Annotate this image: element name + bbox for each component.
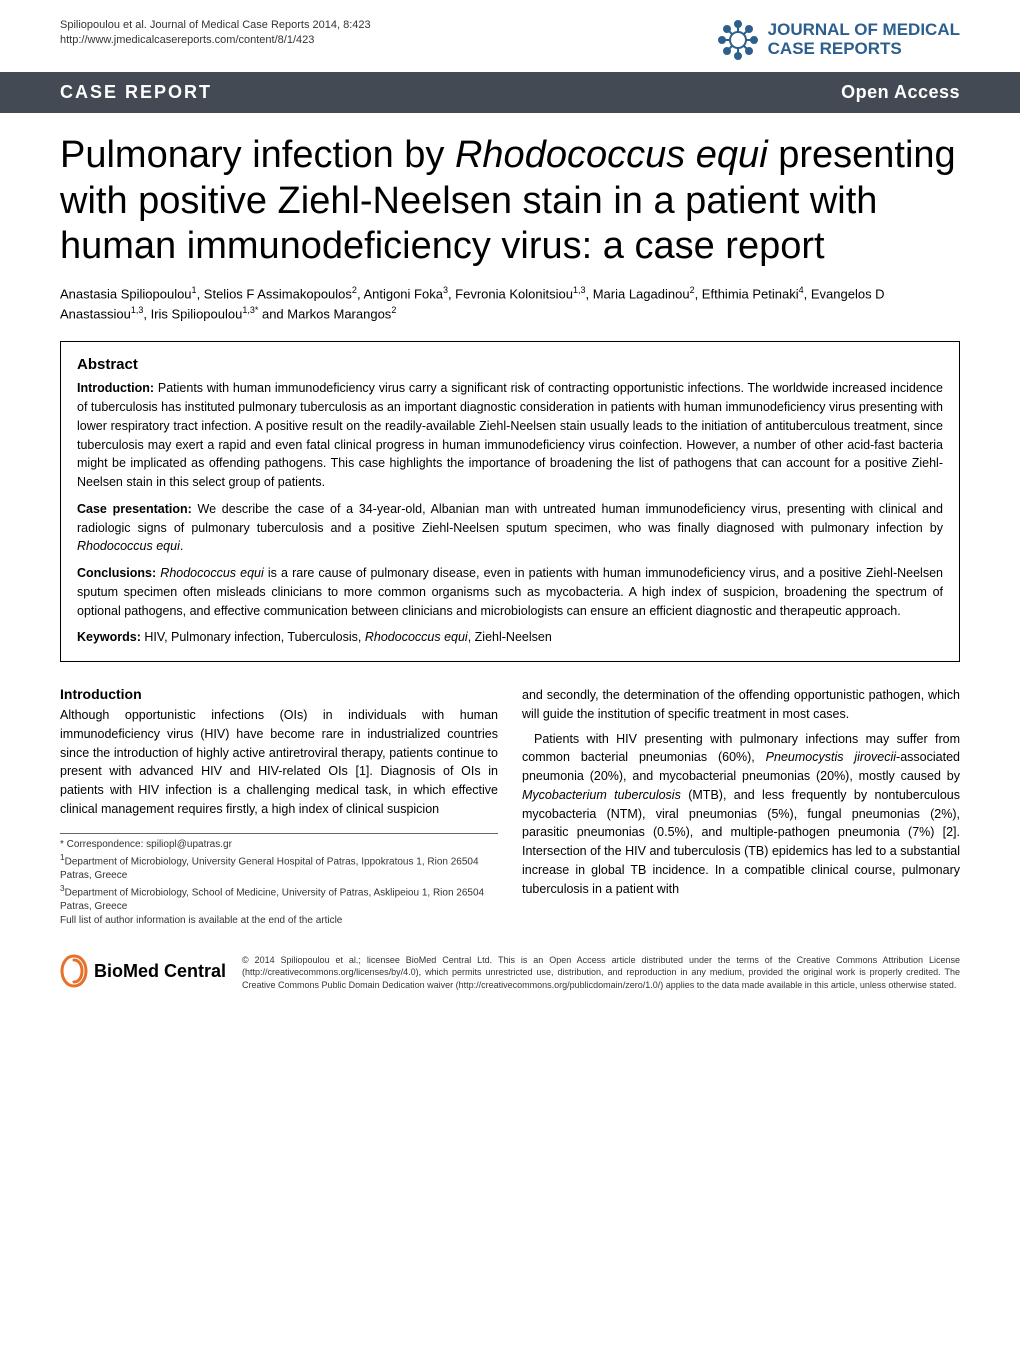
journal-name-line1: JOURNAL OF MEDICAL xyxy=(768,21,960,40)
abstract-case: Case presentation: We describe the case … xyxy=(77,500,943,556)
journal-logo: JOURNAL OF MEDICAL CASE REPORTS xyxy=(716,18,960,62)
correspondence-footnote: * Correspondence: spiliopl@upatras.gr xyxy=(60,838,498,852)
intro-paragraph-1: Although opportunistic infections (OIs) … xyxy=(60,706,498,819)
banner-right: Open Access xyxy=(841,82,960,103)
journal-name-line2: CASE REPORTS xyxy=(768,40,960,59)
footnotes-block: * Correspondence: spiliopl@upatras.gr 1D… xyxy=(60,833,498,929)
biomed-text: BioMed Central xyxy=(94,961,226,982)
affiliation-1: 1Department of Microbiology, University … xyxy=(60,852,498,883)
abstract-keywords-text: HIV, Pulmonary infection, Tuberculosis, … xyxy=(141,630,552,644)
abstract-case-label: Case presentation: xyxy=(77,502,192,516)
license-text: © 2014 Spiliopoulou et al.; licensee Bio… xyxy=(242,954,960,990)
abstract-introduction: Introduction: Patients with human immuno… xyxy=(77,379,943,492)
left-column: Introduction Although opportunistic infe… xyxy=(60,686,498,928)
abstract-conclusions-text: Rhodococcus equi is a rare cause of pulm… xyxy=(77,566,943,618)
page-footer: BioMed Central © 2014 Spiliopoulou et al… xyxy=(0,942,1020,1018)
article-title: Pulmonary infection by Rhodococcus equi … xyxy=(0,113,1020,284)
banner-left: CASE REPORT xyxy=(60,82,212,103)
header-citation-block: Spiliopoulou et al. Journal of Medical C… xyxy=(60,18,371,49)
body-columns: Introduction Although opportunistic infe… xyxy=(0,686,1020,942)
article-type-banner: CASE REPORT Open Access xyxy=(0,72,1020,113)
intro-paragraph-2: and secondly, the determination of the o… xyxy=(522,686,960,724)
abstract-case-text: We describe the case of a 34-year-old, A… xyxy=(77,502,943,554)
journal-name: JOURNAL OF MEDICAL CASE REPORTS xyxy=(768,21,960,58)
biomed-icon xyxy=(60,954,88,988)
citation-url: http://www.jmedicalcasereports.com/conte… xyxy=(60,33,371,48)
abstract-keywords: Keywords: HIV, Pulmonary infection, Tube… xyxy=(77,628,943,647)
abstract-conclusions-label: Conclusions: xyxy=(77,566,156,580)
author-list: Anastasia Spiliopoulou1, Stelios F Assim… xyxy=(0,284,1020,342)
introduction-heading: Introduction xyxy=(60,686,498,702)
affiliation-3: 3Department of Microbiology, School of M… xyxy=(60,883,498,914)
right-column: and secondly, the determination of the o… xyxy=(522,686,960,928)
abstract-intro-text: Patients with human immunodeficiency vir… xyxy=(77,381,943,489)
abstract-box: Abstract Introduction: Patients with hum… xyxy=(60,341,960,662)
affiliation-1-text: Department of Microbiology, University G… xyxy=(60,856,479,881)
intro-paragraph-3: Patients with HIV presenting with pulmon… xyxy=(522,730,960,899)
page-header: Spiliopoulou et al. Journal of Medical C… xyxy=(0,0,1020,72)
abstract-keywords-label: Keywords: xyxy=(77,630,141,644)
full-author-list-note: Full list of author information is avail… xyxy=(60,914,498,928)
affiliation-3-text: Department of Microbiology, School of Me… xyxy=(60,887,484,912)
journal-emblem-icon xyxy=(716,18,760,62)
abstract-conclusions: Conclusions: Rhodococcus equi is a rare … xyxy=(77,564,943,620)
abstract-heading: Abstract xyxy=(77,356,943,373)
abstract-intro-label: Introduction: xyxy=(77,381,154,395)
biomed-central-logo: BioMed Central xyxy=(60,954,226,988)
citation-text: Spiliopoulou et al. Journal of Medical C… xyxy=(60,18,371,33)
